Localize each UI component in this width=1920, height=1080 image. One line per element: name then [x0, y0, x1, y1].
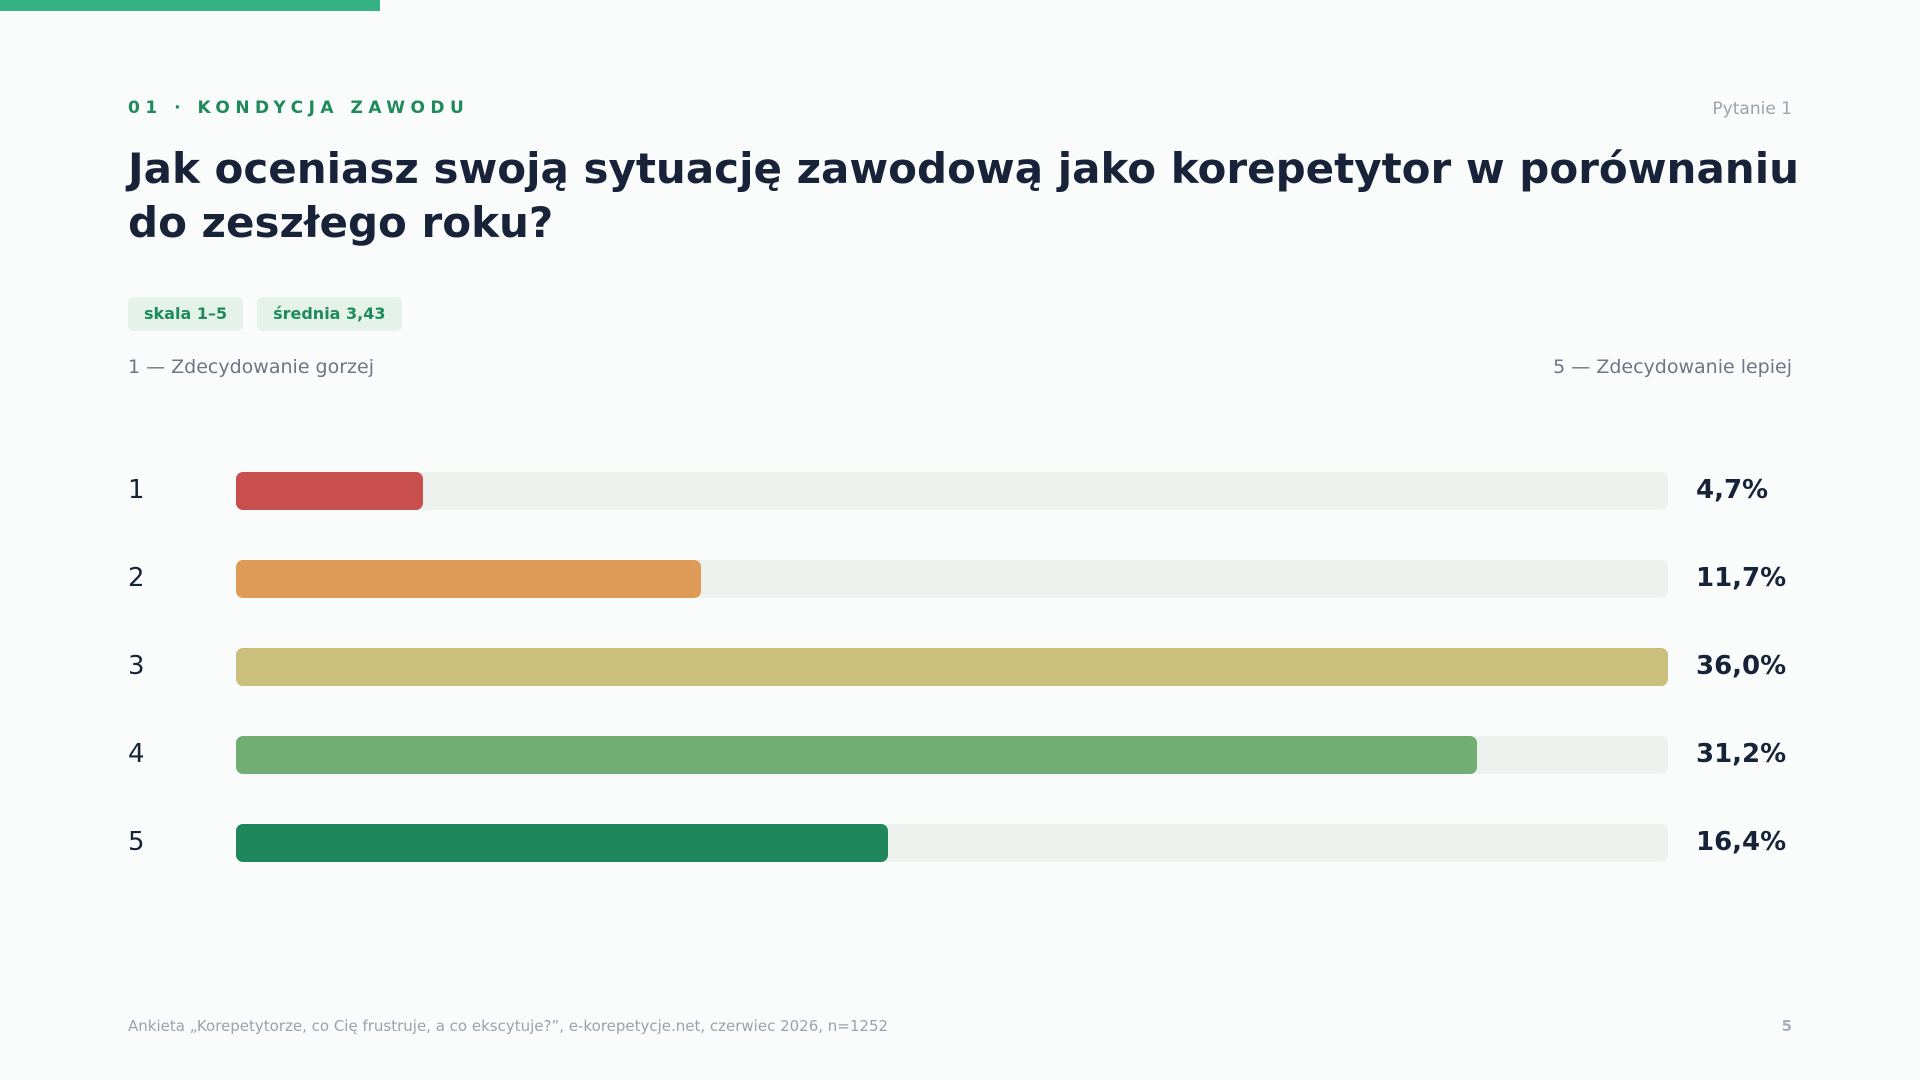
bar-track: [236, 736, 1668, 774]
bar-fill: [236, 560, 701, 598]
bar-row: 2 11,7%: [128, 558, 1792, 598]
category-label: 5: [128, 827, 145, 857]
top-accent-bar: [0, 0, 380, 11]
value-label: 4,7%: [1696, 475, 1769, 505]
bar-fill: [236, 648, 1668, 686]
bar-row: 1 4,7%: [128, 470, 1792, 510]
question-title: Jak oceniasz swoją sytuację zawodową jak…: [128, 144, 1799, 247]
category-label: 2: [128, 563, 145, 593]
bar-row: 3 36,0%: [128, 646, 1792, 686]
source-footnote: Ankieta „Korepetytorze, co Cię frustruje…: [128, 1017, 889, 1035]
category-label: 4: [128, 739, 145, 769]
scale-badge: skala 1–5: [128, 297, 244, 331]
value-label: 36,0%: [1696, 651, 1787, 681]
bar-chart: 1 4,7% 2 11,7% 3 36,0% 4 31,2% 5 16,4%: [128, 470, 1792, 862]
category-label: 3: [128, 651, 145, 681]
scale-max-label: 5 — Zdecydowanie lepiej: [1553, 356, 1792, 378]
bar-track: [236, 472, 1668, 510]
bar-row: 4 31,2%: [128, 734, 1792, 774]
bar-fill: [236, 736, 1477, 774]
value-label: 31,2%: [1696, 739, 1787, 769]
bar-track: [236, 560, 1668, 598]
section-label: 01 · KONDYCJA ZAWODU: [128, 98, 470, 118]
scale-min-label: 1 — Zdecydowanie gorzej: [128, 356, 374, 378]
bar-row: 5 16,4%: [128, 822, 1792, 862]
bar-fill: [236, 824, 888, 862]
category-label: 1: [128, 475, 145, 505]
bar-track: [236, 824, 1668, 862]
bar-track: [236, 648, 1668, 686]
mean-badge: średnia 3,43: [257, 297, 402, 331]
question-number: Pytanie 1: [1712, 99, 1792, 119]
badge-group: skala 1–5 średnia 3,43: [128, 297, 402, 331]
page-number: 5: [1781, 1017, 1792, 1035]
value-label: 16,4%: [1696, 827, 1787, 857]
bar-fill: [236, 472, 423, 510]
value-label: 11,7%: [1696, 563, 1787, 593]
